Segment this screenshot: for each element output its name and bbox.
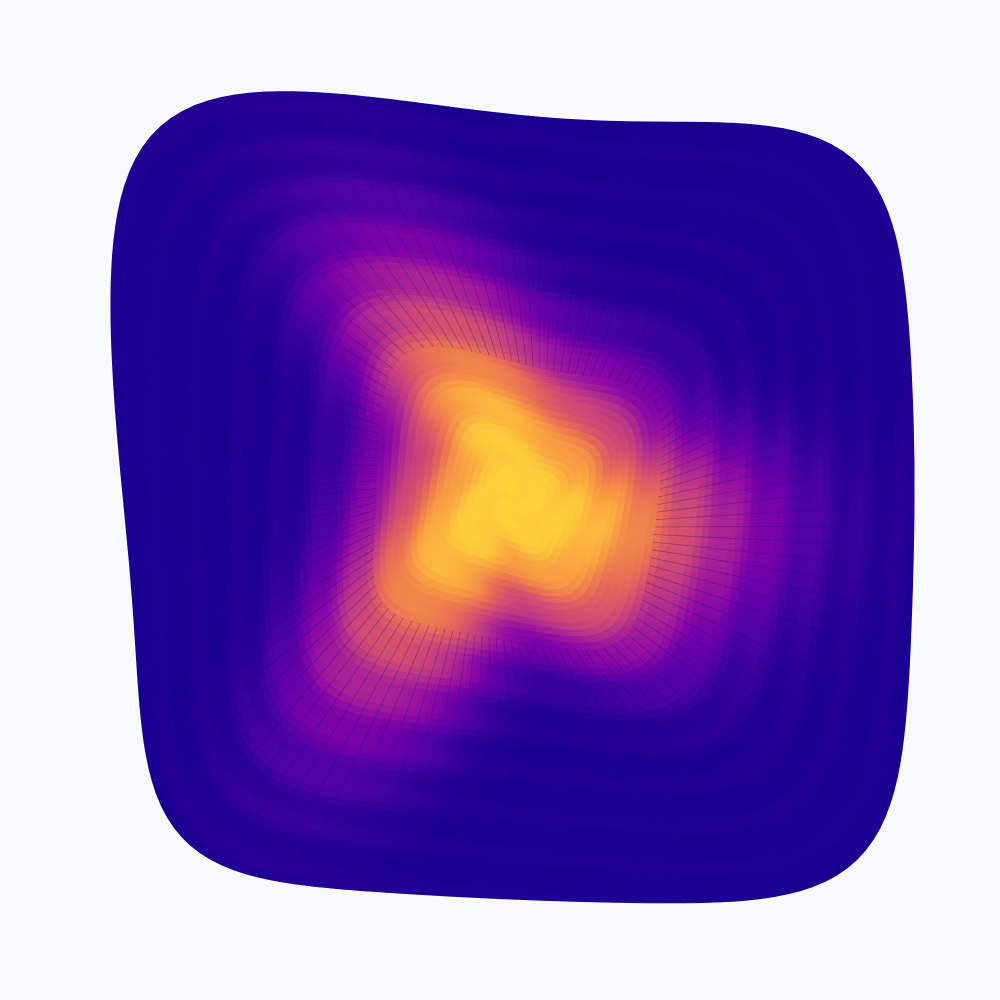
mesh-cell — [497, 591, 501, 600]
mesh-cell — [536, 366, 541, 375]
mesh-cell — [485, 622, 490, 631]
mesh-cell — [621, 517, 630, 521]
mesh-cell — [415, 481, 424, 486]
mesh-cell — [389, 476, 397, 481]
mesh-cell — [532, 366, 537, 375]
mesh-cell — [395, 479, 404, 484]
mesh-cell — [494, 590, 498, 599]
mesh-cell — [533, 372, 538, 381]
mesh-cell — [488, 616, 493, 625]
mesh-cell — [593, 517, 603, 521]
mesh-cell — [492, 617, 497, 626]
mesh-cell — [422, 481, 431, 486]
mesh-cell — [389, 473, 398, 478]
mesh-cell — [376, 469, 384, 474]
mesh-cell — [641, 523, 650, 528]
mesh-cell — [402, 476, 411, 481]
mesh-cell — [627, 520, 637, 524]
mesh-cell — [648, 519, 657, 524]
mesh-cell — [409, 479, 418, 483]
mesh-cell — [389, 479, 397, 484]
mesh-cell — [635, 516, 644, 521]
mesh-cell — [492, 623, 497, 633]
mesh-cell — [375, 476, 384, 482]
mesh-cell — [531, 397, 535, 407]
mesh-cell — [600, 517, 610, 521]
mesh-cell — [608, 515, 617, 519]
mesh-cell — [580, 517, 589, 521]
mesh-cell — [495, 631, 501, 640]
mesh-cell — [607, 517, 616, 522]
mesh-cell — [539, 367, 544, 376]
mesh-cell — [588, 513, 597, 517]
mesh-cell — [497, 584, 501, 593]
mesh-cell — [416, 479, 424, 483]
mesh-cell — [628, 516, 637, 521]
mesh-cell — [492, 630, 497, 639]
mesh-cell — [396, 473, 404, 478]
mesh-cell — [396, 476, 404, 481]
mesh-cell — [621, 520, 630, 524]
mesh-cell — [573, 516, 582, 520]
mesh-cell — [533, 379, 538, 388]
mesh-cell — [488, 630, 494, 639]
mesh-layer — [110, 91, 915, 904]
mesh-cell — [627, 523, 636, 528]
mesh-cell — [587, 517, 596, 521]
mesh-cell — [536, 379, 541, 388]
mesh-cell — [488, 623, 493, 632]
mesh-cell — [494, 597, 499, 606]
mesh-cell — [533, 392, 538, 401]
mesh-cell — [594, 513, 604, 517]
mesh-cell — [647, 526, 656, 532]
mesh-cell — [382, 469, 391, 474]
mesh-cell — [529, 410, 533, 419]
mesh-cell — [539, 374, 544, 383]
mesh-cell — [492, 603, 496, 612]
mesh-cell — [485, 629, 490, 638]
mesh-cell — [409, 476, 418, 481]
mesh-cell — [382, 476, 391, 481]
mesh-cell — [614, 517, 623, 522]
mesh-cell — [492, 610, 496, 619]
mesh-cell — [634, 523, 643, 528]
mesh-cell — [494, 610, 499, 620]
mesh-cell — [382, 473, 391, 478]
mesh-cell — [533, 385, 538, 394]
mesh-cell — [642, 515, 651, 521]
mesh-cell — [529, 371, 534, 380]
mesh-cell — [382, 479, 391, 485]
mesh-cell — [376, 473, 384, 478]
mesh-cell — [536, 373, 541, 382]
mesh-cell — [648, 522, 657, 528]
mesh-cell — [494, 604, 499, 613]
mesh-cell — [402, 479, 411, 484]
mesh-cell — [530, 391, 535, 400]
